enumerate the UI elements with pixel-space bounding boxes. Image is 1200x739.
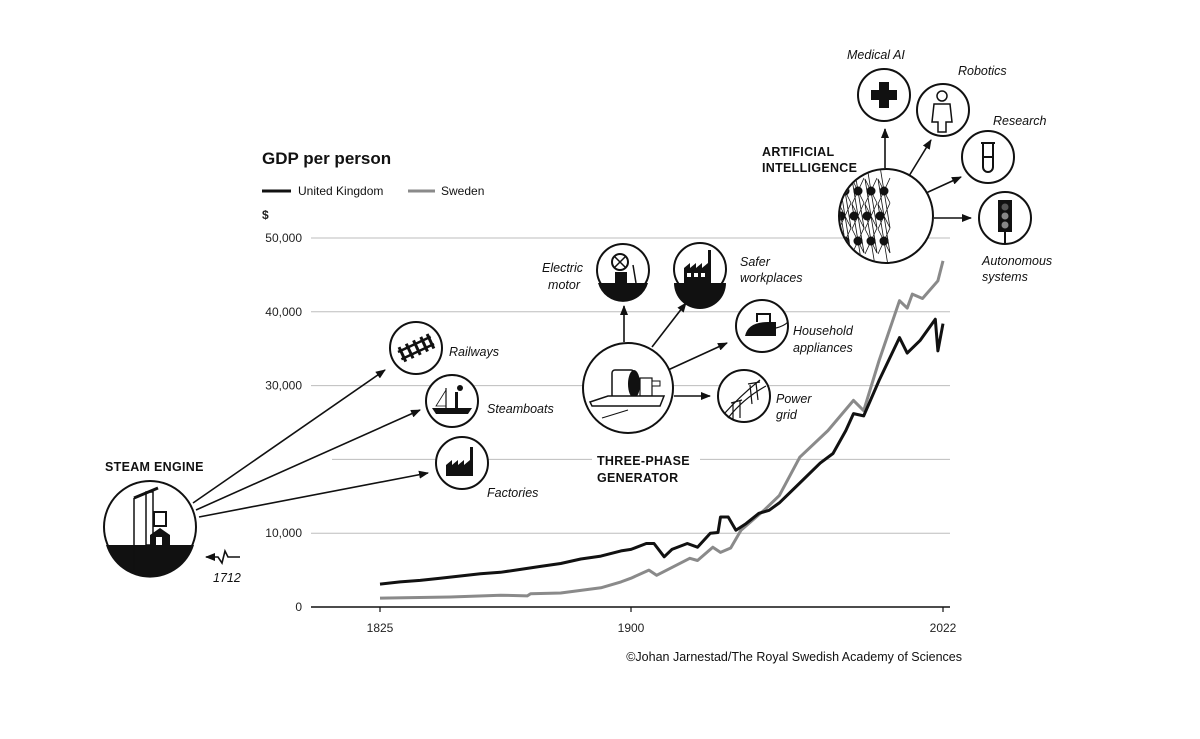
robot-icon: [916, 83, 970, 137]
legend-label-uk: United Kingdom: [298, 184, 383, 198]
traffic-light-icon: [978, 191, 1032, 245]
household-appliances-label-line1: Household: [793, 324, 854, 338]
generator-title-line2: GENERATOR: [597, 471, 678, 485]
chart-title: GDP per person: [262, 149, 391, 168]
iron-icon: [735, 299, 789, 353]
research-label: Research: [993, 114, 1047, 128]
y-tick-label: 40,000: [265, 305, 302, 319]
electric-motor-label-line2: motor: [548, 278, 581, 292]
arrow-to-factories: [198, 470, 429, 518]
steam-engine-icon: [103, 480, 197, 578]
robotics-label: Robotics: [958, 64, 1007, 78]
arrow-to-railways: [192, 369, 386, 504]
medical-ai-label: Medical AI: [847, 48, 905, 62]
y-tick-label: 0: [295, 600, 302, 614]
series-line-sweden: [379, 260, 945, 600]
x-tick-label: 1900: [618, 621, 645, 635]
safer-factory-icon: [673, 242, 727, 309]
y-tick-label: 10,000: [265, 526, 302, 540]
autonomous-systems-label-line2: systems: [982, 270, 1028, 284]
axes: 0 10,000 30,000 40,000 50,000 1825 1900 2022: [265, 231, 956, 635]
power-grid-label-line1: Power: [776, 392, 812, 406]
medical-cross-icon: [857, 68, 911, 122]
generator-icon: [582, 342, 674, 434]
railways-icon: [389, 321, 443, 375]
electric-motor-icon: [596, 243, 650, 302]
arrow-to-safer-workplaces: [651, 302, 687, 348]
legend-label-sweden: Sweden: [441, 184, 484, 198]
series: [379, 260, 945, 600]
neural-network-icon: [838, 168, 934, 264]
steamboat-icon: [425, 374, 479, 428]
railways-label: Railways: [449, 345, 499, 359]
credit-line: ©Johan Jarnestad/The Royal Swedish Acade…: [626, 650, 962, 664]
generator-title-line1: THREE-PHASE: [597, 454, 690, 468]
ai-title-line1: ARTIFICIAL: [762, 145, 834, 159]
y-axis-unit: $: [262, 208, 269, 222]
safer-workplaces-label-line2: workplaces: [740, 271, 803, 285]
electric-motor-label-line1: Electric: [542, 261, 584, 275]
lightning-arrow-icon: [205, 548, 240, 565]
steamboats-label: Steamboats: [487, 402, 554, 416]
arrow-to-robotics: [908, 139, 932, 177]
generator-group: THREE-PHASE GENERATOR Electric motor Saf…: [542, 242, 854, 486]
factories-label: Factories: [487, 486, 538, 500]
steam-engine-year: 1712: [213, 571, 241, 585]
test-tube-icon: [961, 130, 1015, 184]
factory-icon: [435, 436, 489, 490]
arrow-to-steamboats: [195, 409, 421, 511]
x-tick-label: 1825: [367, 621, 394, 635]
steam-engine-group: STEAM ENGINE 1712: [103, 321, 554, 585]
ai-group: ARTIFICIAL INTELLIGENCE Medical AI Robot…: [762, 48, 1052, 284]
series-line-united-kingdom: [379, 317, 945, 586]
safer-workplaces-label-line1: Safer: [740, 255, 771, 269]
autonomous-systems-label-line1: Autonomous: [981, 254, 1052, 268]
arrow-to-research: [925, 176, 962, 194]
y-tick-label: 50,000: [265, 231, 302, 245]
power-grid-label-line2: grid: [776, 408, 798, 422]
power-grid-icon: [717, 369, 771, 423]
y-tick-label: 30,000: [265, 379, 302, 393]
steam-engine-title: STEAM ENGINE: [105, 460, 204, 474]
arrow-to-household-appliances: [667, 342, 728, 371]
ai-title-line2: INTELLIGENCE: [762, 161, 857, 175]
x-tick-label: 2022: [930, 621, 957, 635]
household-appliances-label-line2: appliances: [793, 341, 853, 355]
